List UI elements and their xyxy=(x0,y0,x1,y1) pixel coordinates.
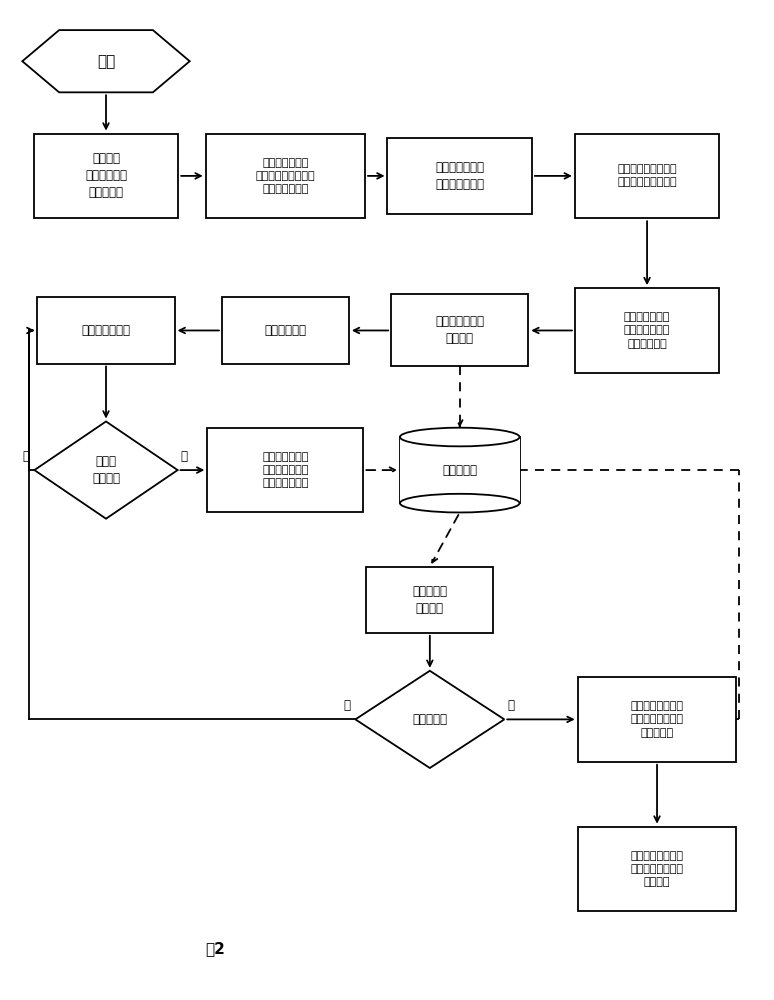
Text: 设置业务流程中
的观察点: 设置业务流程中 的观察点 xyxy=(435,315,485,345)
Bar xyxy=(207,428,364,512)
Text: 过程数据库: 过程数据库 xyxy=(442,464,478,477)
Polygon shape xyxy=(355,671,505,768)
Text: 通过业务流程接口
将分析结果发布到
业务系统: 通过业务流程接口 将分析结果发布到 业务系统 xyxy=(631,851,683,887)
Bar xyxy=(37,297,175,364)
Bar xyxy=(366,567,493,633)
Polygon shape xyxy=(34,421,177,519)
Bar xyxy=(577,827,737,911)
Text: 图2: 图2 xyxy=(206,941,225,956)
Bar xyxy=(388,138,532,214)
Text: 否: 否 xyxy=(344,699,351,712)
Text: 将模型发布到业务流
程接口和过程数据库: 将模型发布到业务流 程接口和过程数据库 xyxy=(617,164,677,188)
Text: 开始: 开始 xyxy=(97,54,115,69)
Bar xyxy=(206,134,365,218)
Text: 观察点维护模块
建立观察点模型: 观察点维护模块 建立观察点模型 xyxy=(435,161,485,191)
Text: 分析策略计算模块
根据监控点动态数
据进行分析: 分析策略计算模块 根据监控点动态数 据进行分析 xyxy=(631,701,683,738)
Text: 是否观察点: 是否观察点 xyxy=(413,713,447,726)
Text: 是: 是 xyxy=(507,699,514,712)
Bar xyxy=(34,134,178,218)
Text: 维护业务数据器: 维护业务数据器 xyxy=(81,324,131,337)
Polygon shape xyxy=(22,30,190,92)
Ellipse shape xyxy=(400,494,519,512)
Text: 在监控点
维护模块建立
监控点模型: 在监控点 维护模块建立 监控点模型 xyxy=(85,152,127,199)
Text: 启动业务流程: 启动业务流程 xyxy=(265,324,307,337)
Bar xyxy=(222,297,349,364)
Bar xyxy=(400,437,519,503)
Text: 在联动关系维护
模块建立监控点关联
关系和分析策略: 在联动关系维护 模块建立监控点关联 关系和分析策略 xyxy=(255,158,315,194)
Text: 保存监控点
环境变化: 保存监控点 环境变化 xyxy=(413,585,447,615)
Text: 通过业务流程接
口将模型数据发
布到业务系统: 通过业务流程接 口将模型数据发 布到业务系统 xyxy=(624,312,670,349)
Ellipse shape xyxy=(400,428,519,446)
Bar xyxy=(577,677,737,762)
Text: 是: 是 xyxy=(180,450,187,463)
Text: 否: 否 xyxy=(22,450,29,463)
Bar xyxy=(575,288,719,373)
Bar xyxy=(391,294,529,366)
Text: 敏感项
数据变化: 敏感项 数据变化 xyxy=(92,455,120,485)
Bar xyxy=(575,134,719,218)
Text: 过程数据动态跟
踪模块自动维护
监控点变化环境: 过程数据动态跟 踪模块自动维护 监控点变化环境 xyxy=(262,452,309,488)
